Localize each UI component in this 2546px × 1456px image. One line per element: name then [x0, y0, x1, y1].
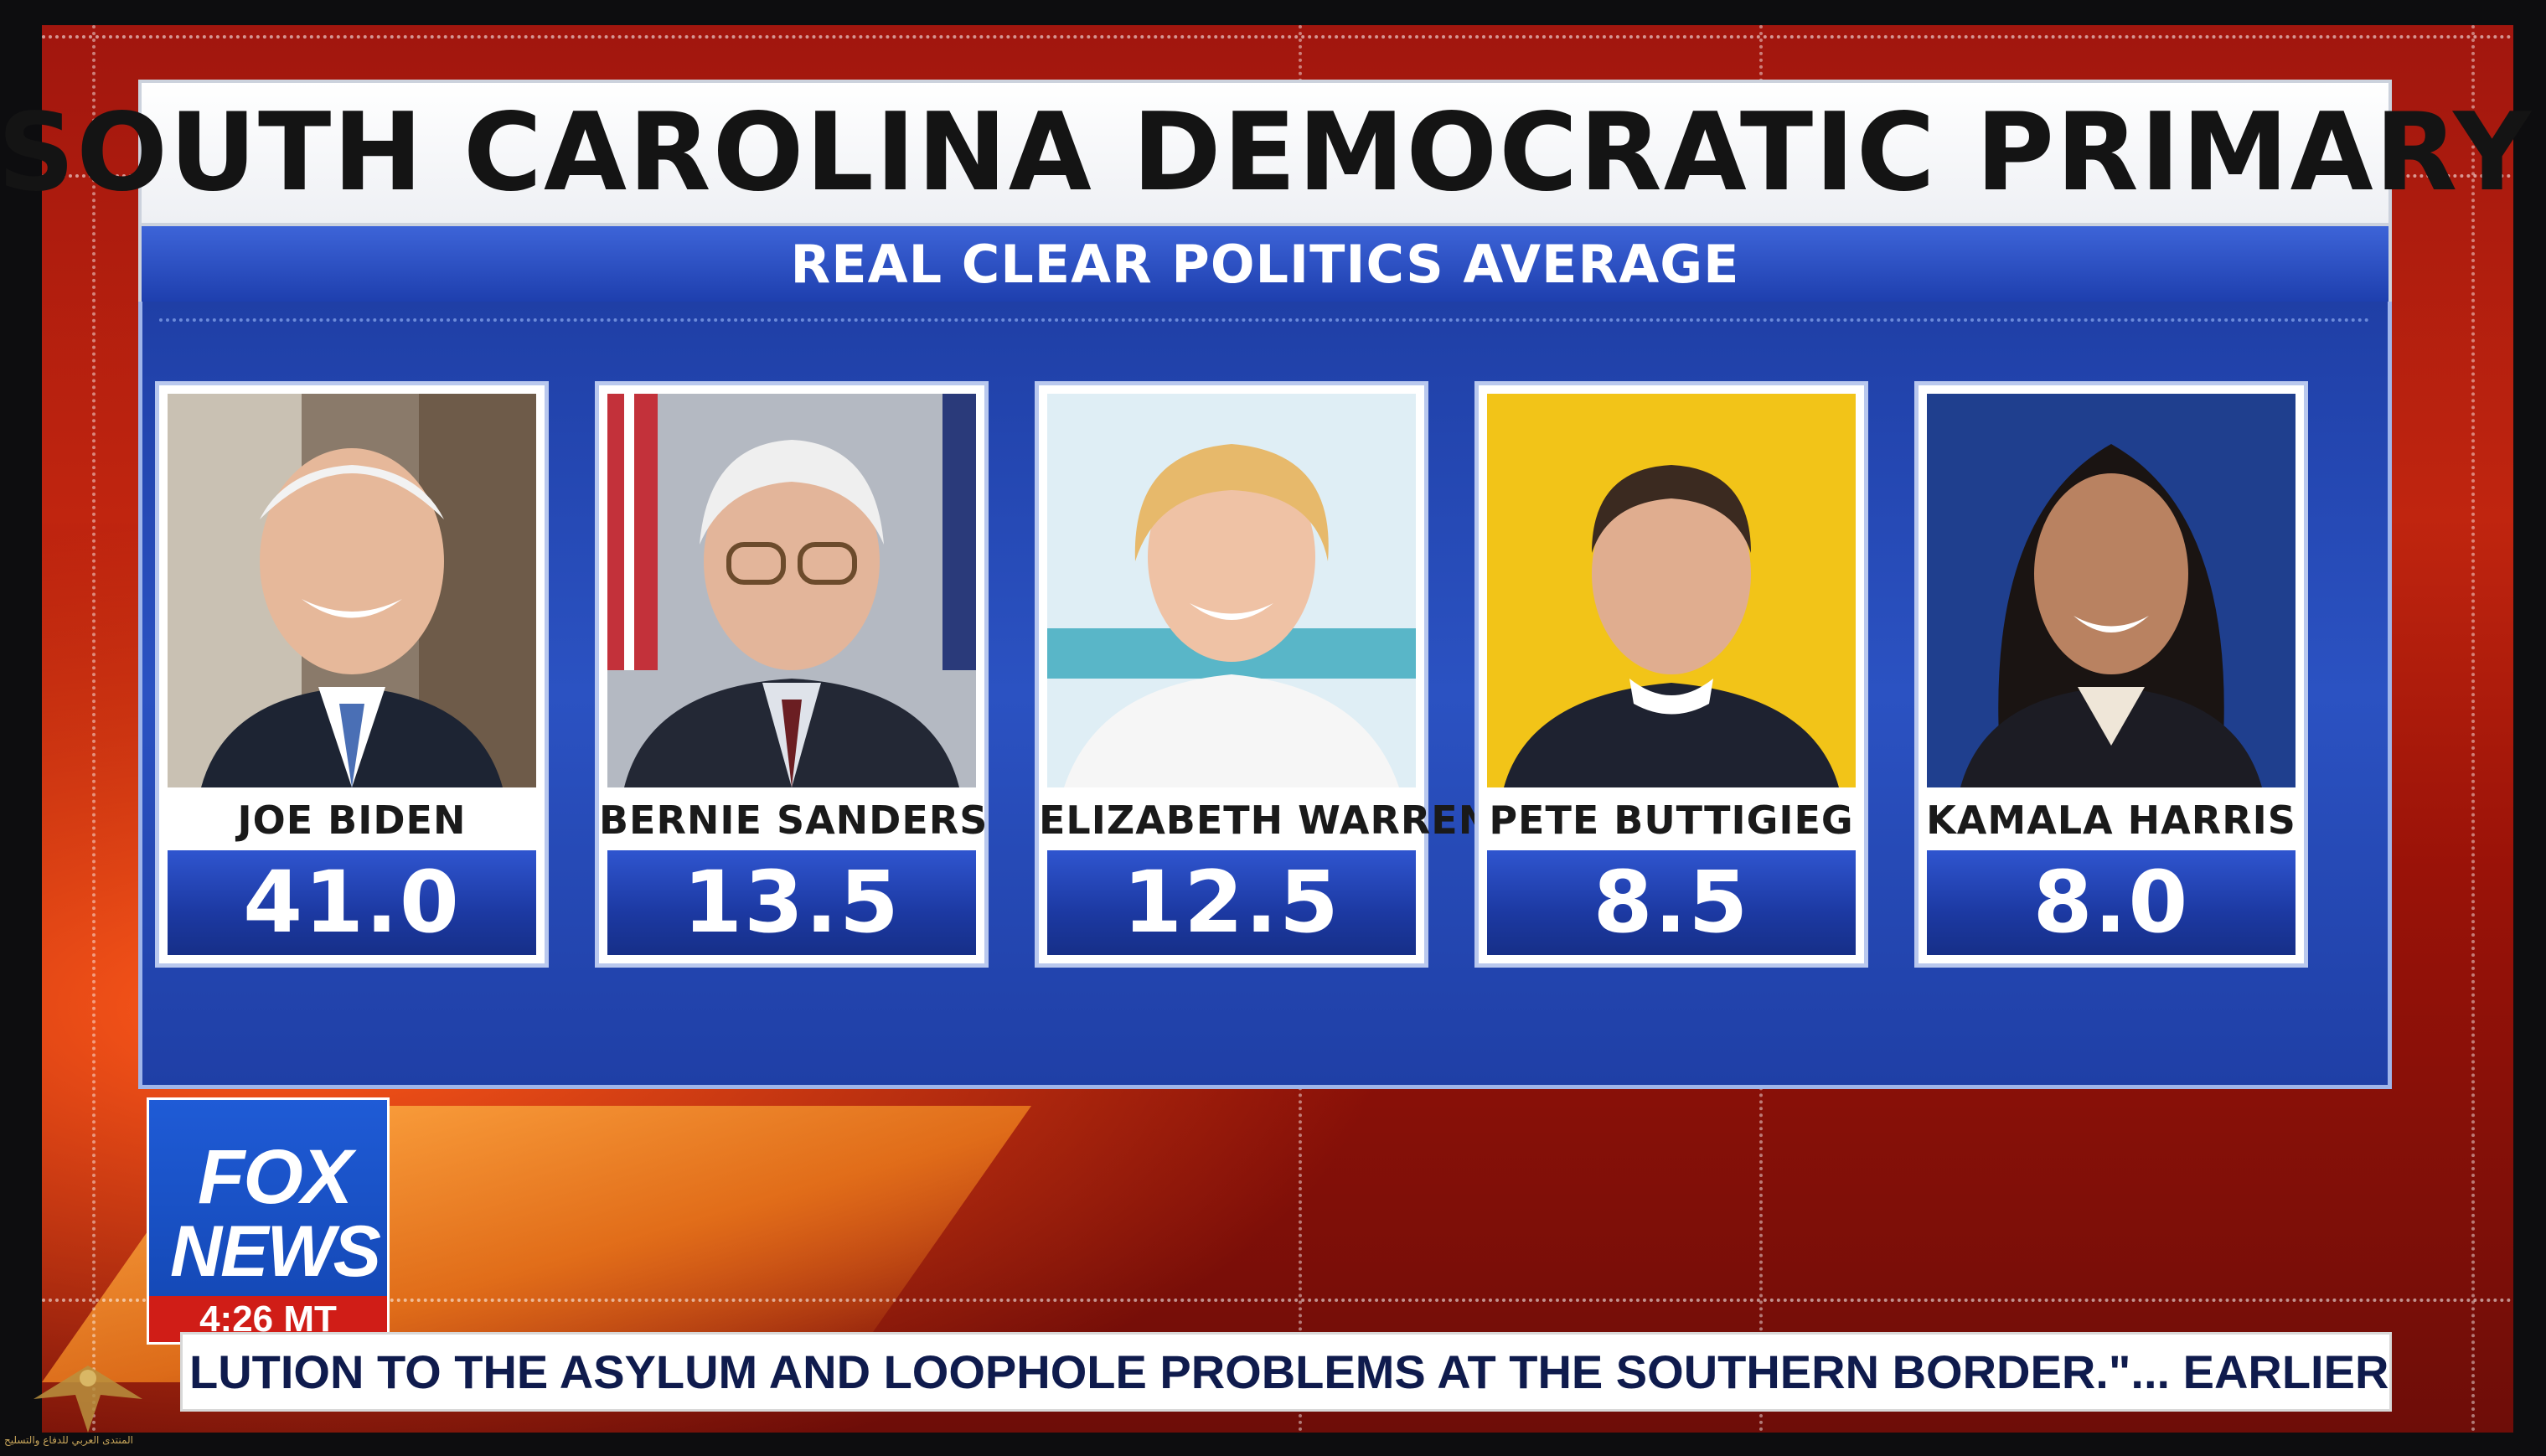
candidate-photo-harris: [1927, 394, 2296, 787]
candidate-card: KAMALA HARRIS 8.0: [1914, 381, 2308, 968]
grid-line: [42, 35, 2513, 39]
poll-value: 8.0: [2032, 853, 2190, 953]
poll-value: 8.5: [1593, 853, 1750, 953]
poll-value-box: 8.0: [1927, 850, 2296, 955]
poll-value: 41.0: [243, 853, 461, 953]
grid-line: [92, 25, 96, 1433]
candidate-photo-biden: [168, 394, 536, 787]
poll-value-box: 41.0: [168, 850, 536, 955]
watermark-text: المنتدى العربي للدفاع والتسليح: [4, 1434, 133, 1446]
grid-line: [2471, 25, 2475, 1433]
subtitle: REAL CLEAR POLITICS AVERAGE: [790, 233, 1740, 295]
subtitle-bar: REAL CLEAR POLITICS AVERAGE: [138, 226, 2392, 302]
candidate-name: ELIZABETH WARREN: [1039, 798, 1492, 843]
candidate-name: KAMALA HARRIS: [1926, 798, 2296, 843]
eagle-watermark-icon: [17, 1349, 159, 1449]
poll-value-box: 13.5: [607, 850, 976, 955]
candidate-name: JOE BIDEN: [237, 798, 467, 843]
news-ticker: LUTION TO THE ASYLUM AND LOOPHOLE PROBLE…: [180, 1332, 2392, 1412]
title-box: SOUTH CAROLINA DEMOCRATIC PRIMARY: [0, 80, 2531, 226]
page-title: SOUTH CAROLINA DEMOCRATIC PRIMARY: [0, 90, 2533, 215]
candidate-photo-warren: [1047, 394, 1416, 787]
logo-news-text: NEWS: [170, 1211, 381, 1292]
candidate-card: BERNIE SANDERS 13.5: [595, 381, 989, 968]
ticker-text: LUTION TO THE ASYLUM AND LOOPHOLE PROBLE…: [189, 1345, 2389, 1398]
candidate-name: PETE BUTTIGIEG: [1489, 798, 1854, 843]
candidate-cards-area: JOE BIDEN 41.0: [138, 302, 2392, 1089]
candidate-card: JOE BIDEN 41.0: [155, 381, 549, 968]
poll-value: 12.5: [1123, 853, 1340, 953]
candidate-photo-buttigieg: [1487, 394, 1856, 787]
candidate-name: BERNIE SANDERS: [599, 798, 989, 843]
poll-graphic: SOUTH CAROLINA DEMOCRATIC PRIMARY REAL C…: [0, 80, 2531, 1089]
fox-news-logo: FOX NEWS 4:26 MT: [147, 1097, 390, 1345]
poll-value: 13.5: [683, 853, 901, 953]
candidate-photo-sanders: [607, 394, 976, 787]
logo-fox-text: FOX: [198, 1134, 353, 1220]
candidate-card: PETE BUTTIGIEG 8.5: [1474, 381, 1868, 968]
candidate-card: ELIZABETH WARREN 12.5: [1035, 381, 1492, 968]
grid-line: [42, 1299, 2513, 1302]
poll-value-box: 8.5: [1487, 850, 1856, 955]
poll-value-box: 12.5: [1047, 850, 1416, 955]
dotted-divider: [159, 318, 2371, 322]
